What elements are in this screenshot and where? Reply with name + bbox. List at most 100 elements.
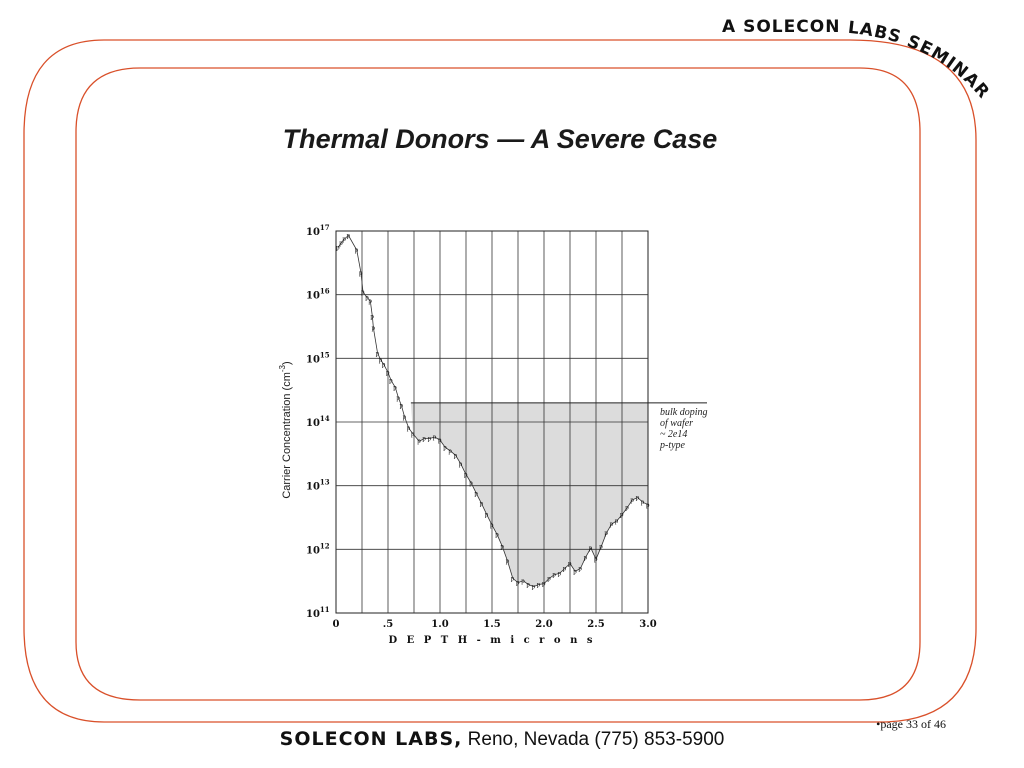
data-point: p [532,583,536,591]
data-point: p [448,447,452,455]
data-point: p [365,294,369,302]
bulk-doping-annotation: ~ 2e14 [660,429,687,440]
y-tick-label: 1011 [306,605,330,620]
data-point: p [641,498,645,506]
data-point: p [573,567,577,575]
y-tick-label: 1014 [306,414,330,429]
data-point: p [521,577,525,585]
data-point: p [386,368,390,376]
data-point: p [568,559,572,567]
data-point: p [393,383,397,391]
data-point: p [636,494,640,502]
data-point: p [400,402,404,410]
data-point: p [625,504,629,512]
data-point: p [438,436,442,444]
y-tick-label: 1015 [306,350,330,365]
data-point: p [500,543,504,551]
x-tick-label: .5 [383,619,393,630]
y-tick-label: 1017 [306,223,330,238]
data-point: p [342,235,346,243]
svg-text:A SOLECON LABS SEMINAR: A SOLECON LABS SEMINAR [722,17,994,103]
slide-title: Thermal Donors — A Severe Case [282,124,718,154]
x-tick-label: 1.5 [483,619,500,630]
data-point: p [389,376,393,384]
data-point: p [359,269,363,277]
data-point: p [516,579,520,587]
data-point: p [474,490,478,498]
data-point: p [537,581,541,589]
data-point: p [620,511,624,519]
y-tick-label: 1012 [306,541,330,556]
footer-address: Reno, Nevada (775) 853-5900 [467,729,725,750]
data-point: p [599,543,603,551]
data-point: p [433,433,437,441]
data-point: p [396,394,400,402]
data-point: p [552,571,556,579]
y-tick-label: 1016 [306,287,330,302]
data-point: p [485,511,489,519]
footer-brand: SOLECON LABS, [279,728,463,750]
x-tick-label: 1.0 [431,619,448,630]
data-point: p [495,531,499,539]
x-tick-label: 2.0 [535,619,552,630]
data-point: p [480,500,484,508]
data-point: p [336,244,340,252]
seminar-banner: A SOLECON LABS SEMINAR [722,17,993,103]
data-point: p [403,413,407,421]
data-point: p [526,581,530,589]
data-point: p [584,553,588,561]
x-tick-label: 3.0 [639,619,656,630]
data-point: p [589,544,593,552]
footer-credit: SOLECON LABS, Reno, Nevada (775) 853-590… [0,728,1004,751]
shaded-depletion-region [410,402,648,587]
data-point: p [547,574,551,582]
data-point: p [422,435,426,443]
data-point: p [376,349,380,357]
data-point: p [368,297,372,305]
data-point: p [370,313,374,321]
data-point: p [490,521,494,529]
data-point: p [558,569,562,577]
data-point: p [594,555,598,563]
data-point: p [464,470,468,478]
data-point: p [417,437,421,445]
data-point: p [563,564,567,572]
page-number: •page 33 of 46 [876,717,946,731]
data-point: p [407,424,411,432]
data-point: p [646,501,650,509]
outer-frame-border [23,39,977,723]
data-point: p [339,239,343,247]
y-tick-label: 1013 [306,478,330,493]
bulk-doping-annotation: p-type [659,440,686,451]
data-point: p [428,435,432,443]
data-point: p [630,496,634,504]
data-point: p [610,520,614,528]
data-point: p [346,231,350,239]
data-point: p [382,361,386,369]
data-point: p [578,564,582,572]
data-point: p [615,517,619,525]
x-axis-label: D E P T H - m i c r o n s [389,635,596,646]
data-point: p [411,430,415,438]
x-tick-label: 0 [333,619,340,630]
data-point: p [542,580,546,588]
data-point: p [371,324,375,332]
data-point: p [469,479,473,487]
data-point: p [355,246,359,254]
data-point: p [459,460,463,468]
data-point: p [361,288,365,296]
x-tick-label: 2.5 [587,619,604,630]
data-point: p [604,529,608,537]
data-point: p [454,451,458,459]
data-point: p [443,443,447,451]
concentration-curve [337,234,649,588]
bulk-doping-annotation: of wafer [660,418,693,429]
bulk-doping-annotation: bulk doping [660,407,708,418]
data-point: p [379,356,383,364]
y-axis-label: Carrier Concentration (cm-3) [278,361,293,498]
data-point: p [511,574,515,582]
data-point: p [506,557,510,565]
inner-frame-border [75,67,921,701]
